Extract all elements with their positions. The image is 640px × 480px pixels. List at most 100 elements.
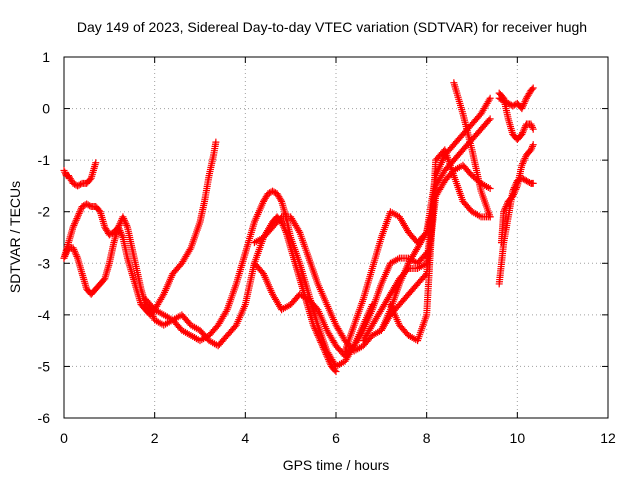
data-point (518, 130, 526, 138)
data-point (149, 313, 157, 321)
data-point (222, 307, 230, 315)
data-point (312, 326, 320, 334)
data-point (120, 215, 128, 223)
data-point (295, 227, 303, 235)
data-point (403, 266, 411, 274)
data-point (70, 246, 78, 254)
data-point (212, 138, 220, 146)
chart-title: Day 149 of 2023, Sidereal Day-to-day VTE… (77, 19, 587, 35)
data-point (86, 202, 94, 210)
data-point (528, 144, 536, 152)
data-point (528, 85, 536, 93)
data-point (522, 96, 530, 104)
data-point (74, 182, 82, 190)
data-point (521, 154, 529, 162)
data-point (117, 230, 125, 238)
data-point (529, 125, 537, 133)
data-point (119, 213, 127, 221)
data-point (71, 249, 79, 257)
data-point (503, 201, 511, 209)
data-point (522, 177, 530, 185)
data-point (105, 231, 113, 239)
y-tick-label: 0 (42, 101, 50, 117)
data-point (78, 203, 86, 211)
series-track-d (142, 187, 376, 370)
data-point (519, 129, 527, 137)
data-point (114, 223, 122, 231)
data-point (500, 208, 508, 216)
data-point (518, 105, 526, 113)
data-point (527, 146, 535, 154)
data-point (486, 115, 494, 123)
data-point (186, 246, 194, 254)
x-tick-label: 0 (60, 430, 68, 446)
y-axis-label: SDTVAR / TECUs (7, 181, 23, 293)
x-axis-label: GPS time / hours (283, 457, 390, 473)
data-point (73, 252, 81, 260)
x-tick-label: 6 (332, 430, 340, 446)
series-track-l (495, 174, 537, 288)
plot-frame (63, 56, 609, 419)
series-track-a (60, 159, 100, 190)
data-point (61, 252, 69, 260)
series-track-m (497, 141, 537, 247)
data-point (70, 221, 78, 229)
data-point (486, 94, 494, 102)
data-point (75, 209, 83, 217)
data-marks (60, 79, 537, 376)
data-point (121, 218, 129, 226)
x-tick-label: 10 (510, 430, 526, 446)
data-point (83, 200, 91, 208)
data-point (421, 230, 429, 238)
data-point (528, 122, 536, 130)
data-point (502, 203, 510, 211)
data-point (504, 99, 512, 107)
data-point (84, 201, 92, 209)
data-point (75, 181, 83, 189)
data-point (62, 249, 70, 257)
data-point (92, 159, 100, 167)
data-point (76, 208, 84, 216)
y-tick-label: 1 (42, 49, 50, 65)
data-point (527, 120, 535, 128)
data-point (529, 141, 537, 149)
data-point (278, 220, 286, 228)
data-point (529, 84, 537, 92)
data-point (358, 328, 366, 336)
data-point (518, 161, 526, 169)
x-tick-labels: 0 2 4 6 8 10 12 (60, 430, 616, 446)
data-point (71, 247, 79, 255)
data-point (107, 230, 115, 238)
series-track-o (495, 84, 537, 113)
y-tick-labels: -6 -5 -4 -3 -2 -1 0 1 (38, 49, 51, 426)
data-point (503, 99, 511, 107)
data-point (69, 179, 77, 187)
y-tick-label: -6 (38, 410, 51, 426)
x-tick-label: 8 (423, 430, 431, 446)
data-point (509, 102, 517, 110)
data-point (485, 116, 493, 124)
data-point (520, 99, 528, 107)
x-tick-label: 2 (151, 430, 159, 446)
data-point (71, 180, 79, 188)
data-point (120, 216, 128, 224)
data-point (519, 127, 527, 135)
data-point (510, 191, 518, 199)
data-point (521, 98, 529, 106)
data-point (506, 100, 514, 108)
data-point (77, 206, 85, 214)
data-point (69, 244, 77, 252)
data-point (529, 179, 537, 187)
data-point (269, 187, 277, 195)
data-point (72, 216, 80, 224)
y-tick-label: -2 (38, 204, 51, 220)
data-point (512, 185, 520, 193)
data-point (62, 251, 70, 259)
data-point (510, 189, 518, 197)
data-point (495, 94, 503, 102)
data-point (159, 292, 167, 300)
data-point (123, 221, 131, 229)
series-track-e (250, 249, 431, 360)
data-point (100, 276, 108, 284)
